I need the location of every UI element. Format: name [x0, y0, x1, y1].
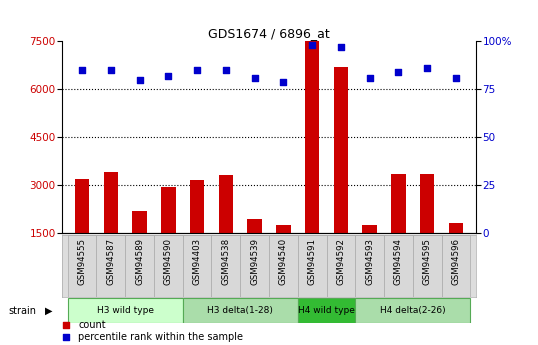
- Bar: [211, 235, 240, 297]
- Bar: [104, 172, 118, 233]
- Point: [423, 66, 431, 71]
- Bar: [218, 175, 233, 233]
- Text: H3 wild type: H3 wild type: [97, 306, 154, 315]
- Text: GSM94593: GSM94593: [365, 238, 374, 285]
- Text: GSM94540: GSM94540: [279, 238, 288, 285]
- Bar: [420, 174, 434, 233]
- Point: [365, 75, 374, 80]
- Bar: [68, 298, 183, 323]
- Point: [452, 75, 461, 80]
- Bar: [183, 235, 211, 297]
- Bar: [305, 41, 320, 233]
- Bar: [298, 235, 327, 297]
- Bar: [449, 223, 463, 233]
- Bar: [442, 235, 470, 297]
- Text: GSM94590: GSM94590: [164, 238, 173, 285]
- Text: H3 delta(1-28): H3 delta(1-28): [207, 306, 273, 315]
- Text: GSM94587: GSM94587: [107, 238, 115, 285]
- Title: GDS1674 / 6896_at: GDS1674 / 6896_at: [208, 27, 330, 40]
- Text: GSM94594: GSM94594: [394, 238, 403, 285]
- Bar: [183, 298, 298, 323]
- Point: [308, 42, 316, 48]
- Bar: [413, 235, 442, 297]
- Point: [164, 73, 173, 79]
- Bar: [190, 180, 204, 233]
- Bar: [298, 298, 355, 323]
- Bar: [96, 235, 125, 297]
- Text: GSM94539: GSM94539: [250, 238, 259, 285]
- Text: ▶: ▶: [45, 306, 52, 315]
- Bar: [327, 235, 355, 297]
- Text: GSM94555: GSM94555: [77, 238, 87, 285]
- Bar: [355, 298, 470, 323]
- Point: [77, 67, 86, 73]
- Bar: [247, 218, 262, 233]
- Text: GSM94596: GSM94596: [451, 238, 461, 285]
- Text: H4 wild type: H4 wild type: [298, 306, 355, 315]
- Bar: [334, 67, 348, 233]
- Point: [222, 67, 230, 73]
- Point: [279, 79, 288, 85]
- Point: [107, 67, 115, 73]
- Bar: [132, 210, 147, 233]
- Text: GSM94589: GSM94589: [135, 238, 144, 285]
- Point: [135, 77, 144, 82]
- Bar: [161, 187, 175, 233]
- Point: [193, 67, 201, 73]
- Text: strain: strain: [8, 306, 36, 315]
- Bar: [355, 235, 384, 297]
- Point: [394, 69, 403, 75]
- Text: GSM94403: GSM94403: [193, 238, 202, 285]
- Text: GSM94538: GSM94538: [221, 238, 230, 285]
- Text: percentile rank within the sample: percentile rank within the sample: [79, 332, 243, 342]
- Bar: [391, 174, 406, 233]
- Bar: [240, 235, 269, 297]
- Bar: [154, 235, 183, 297]
- Point: [302, 173, 311, 179]
- Point: [250, 75, 259, 80]
- Bar: [269, 235, 298, 297]
- Text: GSM94592: GSM94592: [336, 238, 345, 285]
- Bar: [125, 235, 154, 297]
- Text: GSM94591: GSM94591: [308, 238, 317, 285]
- Text: GSM94595: GSM94595: [423, 238, 431, 285]
- Bar: [384, 235, 413, 297]
- Bar: [363, 225, 377, 233]
- Bar: [75, 179, 89, 233]
- Point: [302, 283, 311, 288]
- Text: H4 delta(2-26): H4 delta(2-26): [380, 306, 445, 315]
- Bar: [68, 235, 96, 297]
- Point: [337, 45, 345, 50]
- Text: count: count: [79, 320, 106, 329]
- Bar: [276, 225, 291, 233]
